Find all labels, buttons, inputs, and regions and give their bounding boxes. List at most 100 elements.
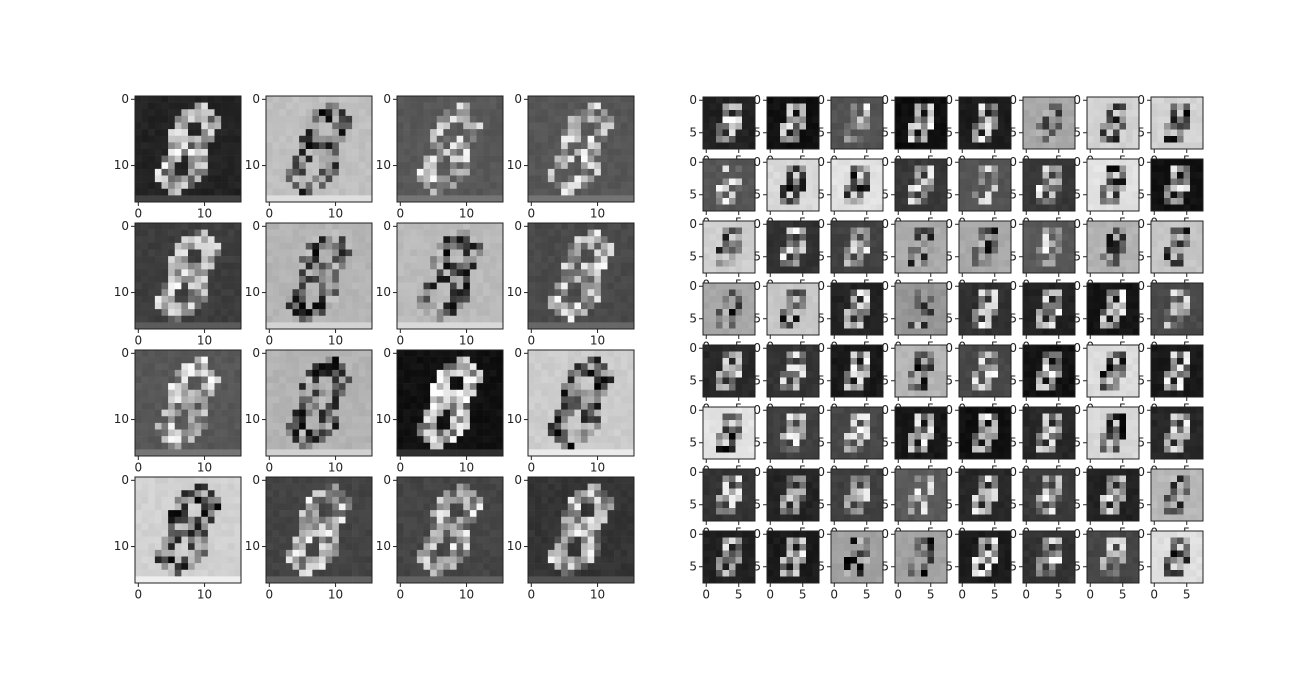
pixel	[319, 436, 326, 444]
pixel	[927, 97, 935, 104]
pixel	[201, 302, 209, 310]
pixel	[221, 543, 229, 551]
pixel	[496, 115, 504, 123]
pixel	[773, 185, 781, 192]
pixel	[338, 269, 346, 277]
pixel	[312, 490, 320, 498]
pixel	[403, 389, 411, 397]
pixel	[227, 503, 235, 511]
pixel	[483, 350, 491, 357]
pixel	[561, 496, 569, 504]
pixel	[965, 97, 973, 104]
pixel	[436, 282, 444, 290]
pixel	[188, 302, 195, 310]
pixel	[1106, 123, 1114, 130]
pixel	[716, 116, 723, 124]
pixel	[430, 289, 438, 297]
pixel	[998, 97, 1005, 104]
pixel	[416, 322, 424, 330]
pixel	[581, 449, 588, 457]
pixel	[627, 436, 635, 444]
pixel	[154, 162, 162, 170]
pixel	[234, 309, 242, 317]
pixel	[430, 142, 438, 150]
pixel	[416, 276, 424, 283]
pixel	[450, 350, 457, 357]
pixel	[561, 369, 569, 377]
pixel	[496, 295, 504, 303]
pixel	[547, 115, 555, 123]
pixel	[141, 256, 149, 264]
pixel	[135, 556, 142, 564]
pixel	[600, 383, 608, 391]
pixel	[716, 165, 723, 173]
pixel	[403, 477, 411, 484]
pixel	[403, 556, 411, 564]
pixel	[221, 549, 229, 557]
pixel	[161, 536, 169, 544]
pixel	[285, 409, 293, 417]
pixel	[574, 295, 582, 303]
pixel	[627, 102, 635, 110]
pixel	[403, 422, 411, 430]
pixel	[285, 229, 293, 237]
pixel	[469, 276, 477, 283]
pixel	[722, 204, 730, 212]
pixel	[547, 503, 555, 511]
pixel	[844, 110, 851, 117]
pixel	[436, 188, 444, 196]
pixel	[574, 383, 582, 391]
pixel	[188, 422, 195, 430]
pixel	[305, 149, 313, 156]
pixel	[188, 242, 195, 250]
pixel	[135, 496, 142, 504]
pixel	[174, 282, 182, 290]
pixel	[365, 569, 373, 577]
pixel	[181, 429, 189, 437]
pixel	[735, 185, 743, 192]
pixel	[528, 256, 535, 264]
pixel	[587, 442, 595, 450]
pixel	[234, 503, 242, 511]
pixel	[436, 269, 444, 277]
pixel	[188, 416, 195, 424]
pixel	[965, 116, 973, 124]
pixel	[325, 115, 333, 123]
pixel	[266, 96, 273, 103]
pixel	[620, 416, 628, 424]
pixel	[627, 369, 635, 377]
pixel	[528, 416, 535, 424]
pixel	[554, 188, 562, 196]
pixel	[528, 96, 535, 103]
pixel	[423, 269, 431, 277]
pixel	[547, 149, 555, 156]
pixel	[299, 262, 307, 270]
pixel	[397, 422, 404, 430]
pixel	[305, 403, 313, 410]
pixel	[430, 295, 438, 303]
pixel	[567, 236, 575, 244]
pixel	[443, 422, 451, 430]
pixel	[416, 549, 424, 557]
pixel	[547, 242, 555, 250]
pixel	[352, 376, 360, 384]
pixel	[496, 149, 504, 156]
pixel	[1042, 129, 1050, 137]
pixel	[722, 142, 730, 150]
pixel	[161, 409, 169, 417]
pixel	[547, 195, 555, 203]
pixel	[812, 123, 820, 130]
pixel	[561, 168, 569, 176]
pixel	[430, 262, 438, 270]
pixel	[483, 242, 491, 250]
pixel	[292, 416, 300, 424]
y-tick-label: 10	[507, 285, 522, 299]
pixel	[443, 389, 451, 397]
pixel	[496, 503, 504, 511]
pixel	[352, 530, 360, 537]
pixel	[600, 449, 608, 457]
pixel	[456, 442, 464, 450]
pixel	[161, 96, 169, 103]
pixel	[476, 429, 484, 437]
